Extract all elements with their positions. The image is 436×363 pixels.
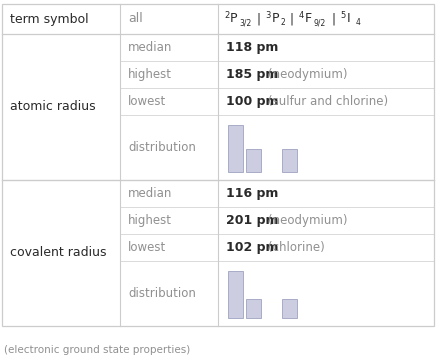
Text: lowest: lowest <box>128 95 166 108</box>
Text: 9/2: 9/2 <box>314 18 326 27</box>
Text: distribution: distribution <box>128 287 196 300</box>
Text: 116 pm: 116 pm <box>226 187 278 200</box>
Text: lowest: lowest <box>128 241 166 254</box>
Text: 3/2: 3/2 <box>239 18 251 27</box>
Text: 3: 3 <box>266 11 271 20</box>
Text: 2: 2 <box>224 11 229 20</box>
Text: median: median <box>128 41 172 54</box>
Text: distribution: distribution <box>128 141 196 154</box>
Text: 201 pm: 201 pm <box>226 214 279 227</box>
Text: highest: highest <box>128 214 172 227</box>
Text: I: I <box>346 12 350 25</box>
Text: (electronic ground state properties): (electronic ground state properties) <box>4 345 190 355</box>
Text: (sulfur and chlorine): (sulfur and chlorine) <box>268 95 388 108</box>
Text: |: | <box>331 12 335 25</box>
Bar <box>282 299 297 318</box>
Text: 5: 5 <box>341 11 346 20</box>
Text: 100 pm: 100 pm <box>226 95 279 108</box>
Bar <box>246 148 261 172</box>
Text: 4: 4 <box>355 18 360 27</box>
Text: 2: 2 <box>281 18 285 27</box>
Text: (chlorine): (chlorine) <box>268 241 325 254</box>
Text: P: P <box>272 12 279 25</box>
Text: 118 pm: 118 pm <box>226 41 278 54</box>
Bar <box>246 299 261 318</box>
Text: 102 pm: 102 pm <box>226 241 279 254</box>
Bar <box>2 4 434 326</box>
Text: term symbol: term symbol <box>10 12 89 25</box>
Text: (neodymium): (neodymium) <box>268 68 347 81</box>
Bar <box>228 271 243 318</box>
Text: all: all <box>128 12 143 25</box>
Bar <box>282 148 297 172</box>
Text: |: | <box>290 12 294 25</box>
Text: median: median <box>128 187 172 200</box>
Text: |: | <box>257 12 261 25</box>
Text: 4: 4 <box>299 11 304 20</box>
Text: atomic radius: atomic radius <box>10 101 95 114</box>
Bar <box>228 125 243 172</box>
Text: P: P <box>230 12 238 25</box>
Text: highest: highest <box>128 68 172 81</box>
Text: (neodymium): (neodymium) <box>268 214 347 227</box>
Text: 185 pm: 185 pm <box>226 68 278 81</box>
Text: F: F <box>305 12 312 25</box>
Text: covalent radius: covalent radius <box>10 246 106 260</box>
